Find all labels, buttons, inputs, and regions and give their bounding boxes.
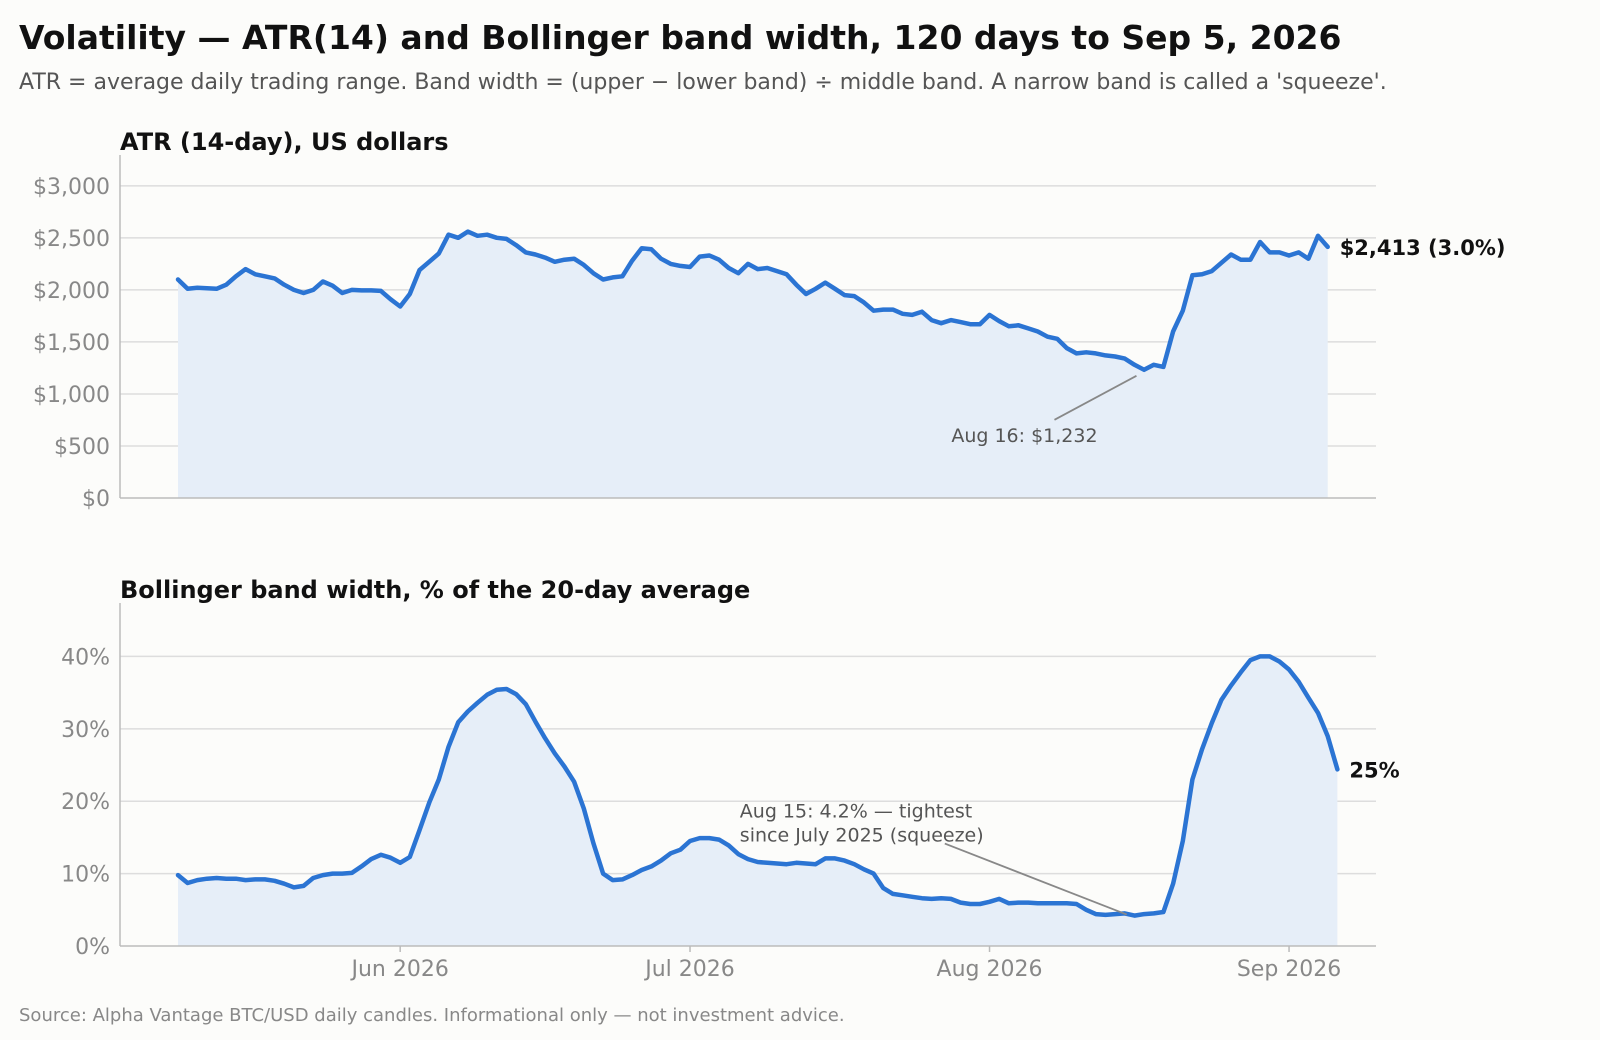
atr-annotation-line — [1054, 375, 1137, 421]
page-title: Volatility — ATR(14) and Bollinger band … — [19, 18, 1342, 57]
y-tick-label: $1,000 — [33, 383, 110, 408]
band-width-end-label: 25% — [1349, 758, 1399, 782]
y-tick-label: $1,500 — [33, 331, 110, 356]
y-tick-label: 0% — [75, 935, 110, 960]
y-tick-label: $0 — [82, 487, 110, 512]
atr-series-line — [175, 229, 1330, 373]
y-tick-label: $2,500 — [33, 227, 110, 252]
y-tick-label: $2,000 — [33, 279, 110, 304]
band-width-y-tick-labels: 0% 10% 20% 30% 40% — [61, 645, 110, 960]
x-tick-label: Aug 2026 — [937, 957, 1043, 982]
y-tick-label: 10% — [61, 863, 110, 888]
band-width-chart: Bollinger band width, % of the 20-day av… — [61, 576, 1400, 982]
y-tick-label: 20% — [61, 790, 110, 815]
atr-end-label: $2,413 (3.0%) — [1340, 236, 1506, 260]
page-subtitle: ATR = average daily trading range. Band … — [19, 70, 1387, 95]
band-width-annotation: Aug 15: 4.2% — tightest since July 2025 … — [740, 801, 984, 847]
source-note: Source: Alpha Vantage BTC/USD daily cand… — [19, 1005, 845, 1026]
atr-annotation: Aug 16: $1,232 — [951, 425, 1097, 447]
x-tick-label: Jul 2026 — [643, 957, 735, 982]
atr-y-tick-labels: $0 $500 $1,000 $1,500 $2,000 $2,500 $3,000 — [33, 175, 110, 512]
band-width-annotation-line-1: Aug 15: 4.2% — tightest — [740, 801, 972, 823]
band-width-area-fill — [178, 656, 1338, 946]
y-tick-label: $500 — [54, 435, 110, 460]
atr-area-fill — [178, 231, 1328, 498]
band-width-chart-title: Bollinger band width, % of the 20-day av… — [120, 576, 750, 604]
atr-chart: ATR (14-day), US dollars $0 $500 $1,000 $1,… — [33, 128, 1505, 512]
y-tick-label: $3,000 — [33, 175, 110, 200]
band-width-series-line — [175, 654, 1340, 918]
band-width-annotation-line — [944, 842, 1128, 916]
x-tick-label: Sep 2026 — [1237, 957, 1341, 982]
x-tick-label: Jun 2026 — [350, 957, 449, 982]
x-tick-labels: Jun 2026 Jul 2026 Aug 2026 Sep 2026 — [350, 946, 1341, 982]
y-tick-label: 30% — [61, 718, 110, 743]
y-tick-label: 40% — [61, 645, 110, 670]
band-width-annotation-line-2: since July 2025 (squeeze) — [740, 825, 984, 847]
atr-chart-title: ATR (14-day), US dollars — [120, 128, 449, 156]
